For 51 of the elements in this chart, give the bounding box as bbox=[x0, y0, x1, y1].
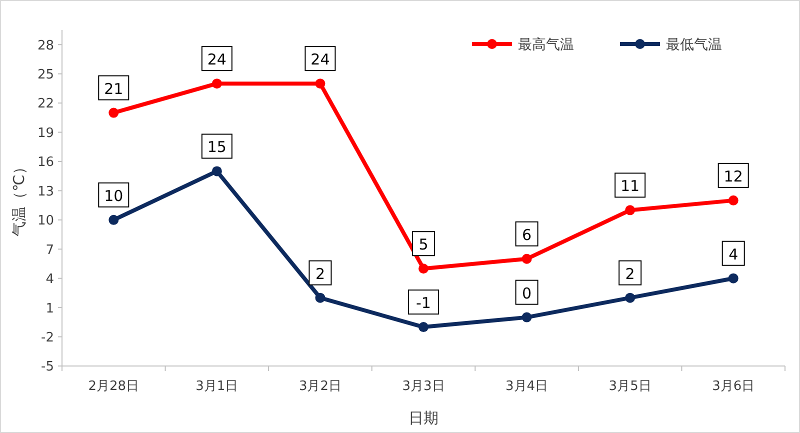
point bbox=[625, 292, 636, 303]
point bbox=[728, 195, 738, 206]
point bbox=[728, 273, 738, 284]
point bbox=[522, 312, 532, 322]
point bbox=[315, 78, 326, 89]
legend-label: 最高气温 bbox=[518, 37, 574, 53]
data-label: 21 bbox=[104, 80, 124, 98]
x-tick-label: 2月28日 bbox=[88, 379, 140, 394]
x-tick-label: 3月1日 bbox=[196, 379, 238, 394]
data-label: 15 bbox=[207, 138, 226, 156]
data-label: -1 bbox=[416, 294, 431, 312]
x-axis-title: 日期 bbox=[408, 409, 438, 427]
point bbox=[108, 214, 119, 225]
point bbox=[108, 108, 119, 118]
x-tick-label: 3月2日 bbox=[298, 379, 342, 394]
legend-label: 最低气温 bbox=[666, 37, 722, 53]
point bbox=[418, 322, 428, 332]
y-tick-label: 1 bbox=[46, 301, 54, 316]
data-label: 24 bbox=[207, 50, 226, 69]
data-label: 2 bbox=[315, 264, 325, 283]
y-tick-label: 25 bbox=[37, 68, 54, 83]
point bbox=[315, 292, 326, 303]
data-label: 5 bbox=[418, 236, 428, 254]
data-label: 2 bbox=[625, 264, 635, 283]
y-tick-label: 22 bbox=[37, 96, 54, 112]
x-tick-label: 3月6日 bbox=[712, 379, 755, 394]
y-tick-label: 28 bbox=[37, 38, 54, 54]
data-label: 0 bbox=[522, 284, 532, 302]
x-tick-label: 3月5日 bbox=[608, 379, 652, 394]
data-label: 4 bbox=[728, 245, 738, 264]
x-tick-label: 3月3日 bbox=[402, 379, 445, 394]
data-label: 6 bbox=[522, 226, 532, 244]
point bbox=[522, 254, 532, 264]
data-label: 10 bbox=[104, 186, 124, 205]
data-label: 24 bbox=[310, 50, 330, 69]
x-tick-label: 3月4日 bbox=[506, 379, 548, 394]
point bbox=[212, 166, 222, 176]
y-tick-label: -5 bbox=[41, 360, 54, 375]
y-tick-label: 16 bbox=[37, 155, 54, 170]
data-label: 11 bbox=[620, 177, 640, 196]
y-tick-label: 10 bbox=[37, 214, 54, 229]
y-tick-label: 19 bbox=[37, 126, 54, 141]
y-tick-label: 4 bbox=[46, 272, 54, 288]
point bbox=[212, 78, 222, 89]
point bbox=[625, 205, 636, 216]
data-label: 12 bbox=[724, 167, 743, 186]
y-tick-label: 7 bbox=[46, 242, 54, 258]
y-tick-label: 13 bbox=[37, 184, 54, 200]
y-tick-label: -2 bbox=[41, 330, 54, 346]
y-axis-title: 气温（℃） bbox=[10, 160, 28, 236]
point bbox=[418, 264, 428, 274]
